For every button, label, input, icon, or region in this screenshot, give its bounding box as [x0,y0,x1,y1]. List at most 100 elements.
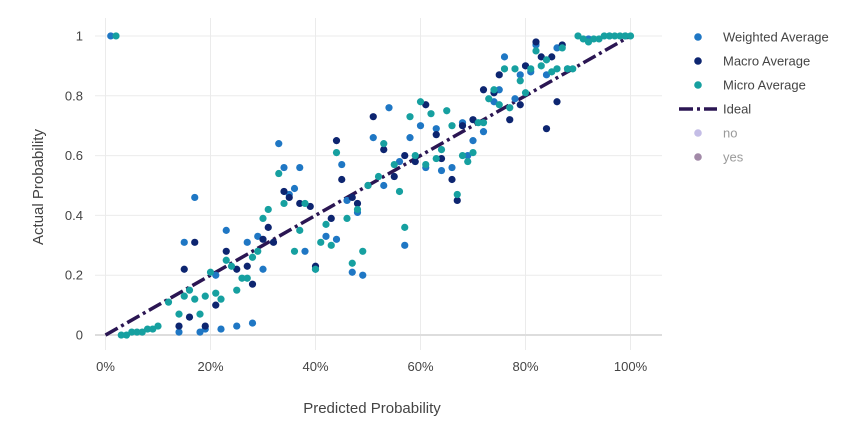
weighted-average-point [254,232,262,240]
micro-average-point [275,169,283,178]
macro-average-point [495,71,503,79]
micro-average-point [201,292,209,300]
macro-average-point [553,98,561,106]
grid [95,18,662,350]
weighted-average-point [553,44,561,52]
weighted-average-point [395,157,404,166]
weighted-average-point [233,322,241,330]
micro-average-point [222,256,230,264]
legend-label-macro-average: Macro Average [723,54,810,69]
y-axis-ticks: 0 0.2 0.4 0.6 0.8 1 [65,28,83,342]
micro-average-point [563,65,572,73]
macro-average-point [348,193,356,202]
legend-label-ideal: Ideal [723,102,751,117]
micro-average-point [569,65,577,73]
micro-average-point [138,328,146,336]
micro-average-point [327,241,335,249]
micro-average-point [448,122,456,130]
macro-average-point [479,86,488,94]
micro-average-point [511,65,519,73]
micro-average-point [532,47,540,55]
weighted-average-point [296,163,304,172]
micro-average-point [243,274,251,282]
micro-average-point [521,89,530,97]
x-tick-label: 80% [512,359,538,374]
weighted-average-point [301,247,309,255]
macro-average-point [458,122,467,130]
weighted-average-point [175,328,183,336]
micro-average-point [495,101,503,109]
micro-average-point [259,214,267,222]
macro-average-point [537,53,545,61]
micro-average-point [185,286,194,294]
legend-swatch-micro-average [694,81,702,89]
micro-average-point [411,151,419,160]
micro-average-point [422,160,430,169]
micro-average-point [621,32,629,40]
weighted-average-point [385,104,393,112]
macro-average-point [180,265,188,273]
legend-swatch-no [694,129,702,137]
legend-label-weighted-average: Weighted Average [723,30,829,45]
micro-average-point [374,172,383,181]
micro-average-point [527,65,535,73]
weighted-average-point [196,328,204,336]
x-tick-label: 60% [407,359,433,374]
micro-average-point [180,292,188,300]
micro-average-point [595,35,603,43]
micro-average-point [500,65,509,73]
micro-average-point [191,295,199,303]
weighted-average-point [343,196,351,205]
micro-average-point [464,157,472,166]
weighted-average-point [280,163,288,172]
macro-average-point [422,101,430,109]
weighted-average-point [259,265,267,273]
micro-average-point [579,35,587,43]
micro-average-point [317,238,325,246]
y-axis-title: Actual Probability [30,129,47,245]
macro-average-point [453,196,461,205]
micro-average-point [332,148,341,157]
macro-average-point [327,214,335,222]
weighted-average-point [348,268,356,276]
micro-average-point [380,140,388,148]
x-tick-label: 40% [302,359,328,374]
macro-average-point [469,116,477,124]
y-tick-label: 0.2 [65,268,83,283]
micro-average-point [600,32,608,40]
macro-average-point [353,199,362,208]
y-tick-label: 0.4 [65,208,83,223]
micro-average-point [290,247,299,255]
micro-average-point [406,113,414,121]
micro-average-point [590,35,598,43]
macro-average-point [437,154,446,163]
micro-average-point [474,119,482,127]
macro-average-point [542,125,551,133]
micro-average-point [175,310,183,318]
weighted-average-point [290,184,299,193]
micro-average-point [133,328,141,336]
legend-swatch-weighted-average [694,33,702,41]
macro-average-point [306,202,314,211]
macro-average-point [201,322,209,330]
micro-average-point [164,298,173,306]
macro-average-point [191,238,199,246]
weighted-average-point [338,160,346,169]
macro-average-point [243,262,251,270]
weighted-average-point [107,32,115,40]
macro-average-point [532,38,540,46]
macro-average-point [269,238,278,246]
weighted-average-point [479,128,488,136]
micro-average-point [548,68,556,76]
macro-average-point [448,175,456,184]
weighted-average-point [212,271,220,279]
weighted-average-point [369,134,377,142]
micro-average-point [616,32,624,40]
weighted-average-point [469,137,477,145]
micro-average-point [238,274,246,282]
macro-average-point [401,151,409,160]
weighted-average-point [180,238,188,246]
y-tick-label: 0.6 [65,148,83,163]
macro-average-point [390,172,398,181]
